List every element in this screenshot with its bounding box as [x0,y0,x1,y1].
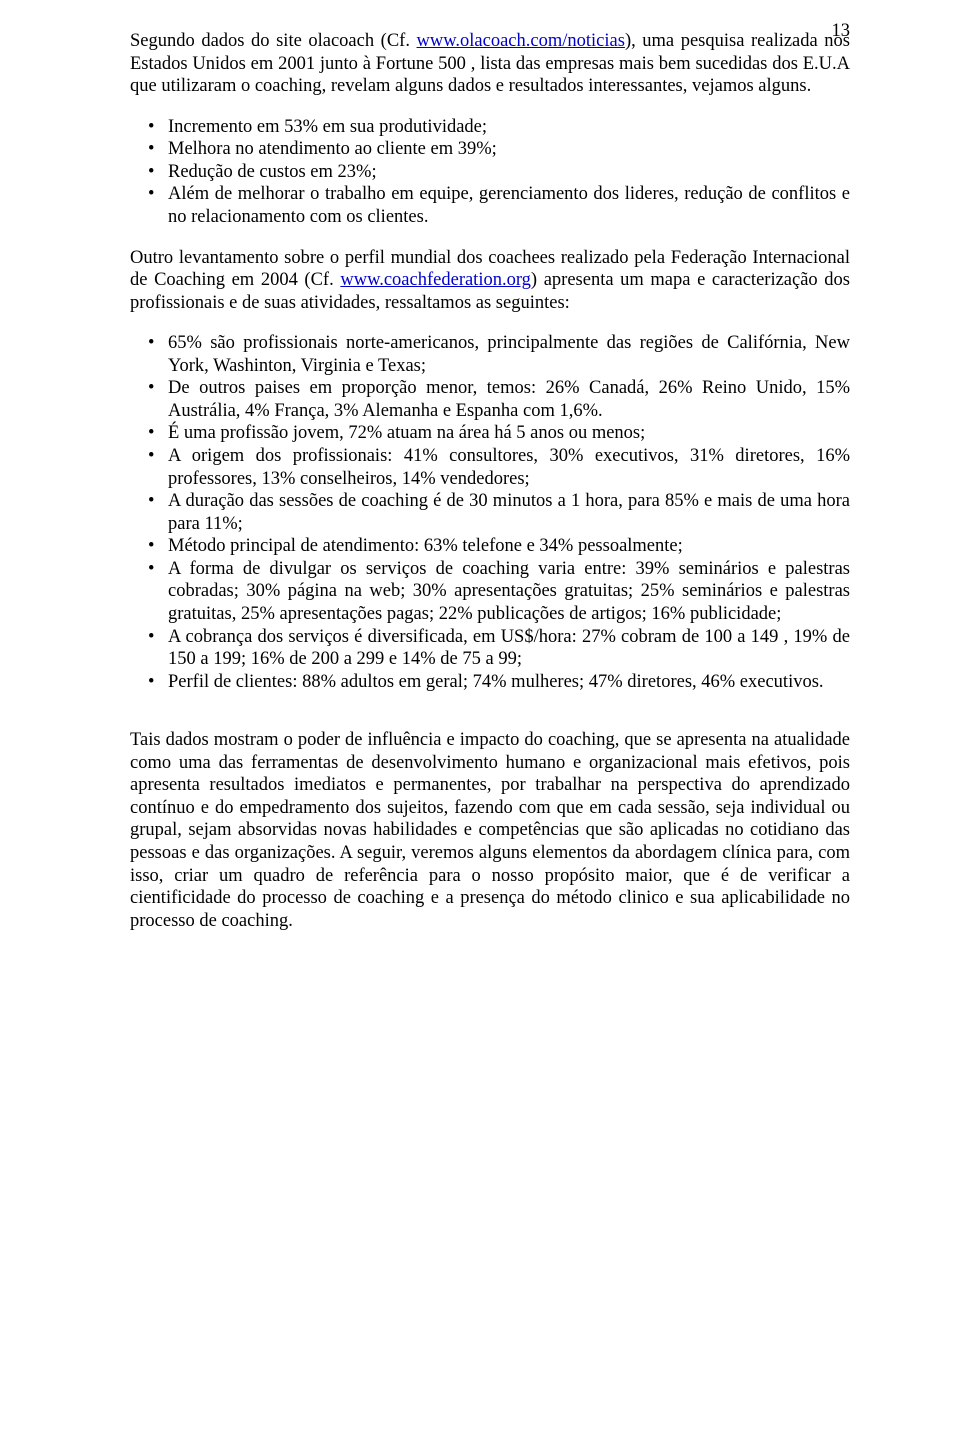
page-number: 13 [832,20,851,43]
closing-paragraph: Tais dados mostram o poder de influência… [130,729,850,932]
list-item: 65% são profissionais norte-americanos, … [130,332,850,377]
list-item: É uma profissão jovem, 72% atuam na área… [130,422,850,445]
bullet-list-2: 65% são profissionais norte-americanos, … [130,332,850,693]
list-item: A forma de divulgar os serviços de coach… [130,558,850,626]
link-olacoach[interactable]: www.olacoach.com/noticias [417,31,625,51]
list-item: Incremento em 53% em sua produtividade; [130,116,850,139]
spacer [130,711,850,729]
intro-pre: Segundo dados do site olacoach (Cf. [130,31,417,51]
bullet-list-1: Incremento em 53% em sua produtividade; … [130,116,850,229]
document-page: 13 Segundo dados do site olacoach (Cf. w… [0,0,960,1444]
link-coachfederation[interactable]: www.coachfederation.org [340,270,531,290]
list-item: Perfil de clientes: 88% adultos em geral… [130,671,850,694]
intro-paragraph: Segundo dados do site olacoach (Cf. www.… [130,30,850,98]
list-item: Redução de custos em 23%; [130,161,850,184]
list-item: A cobrança dos serviços é diversificada,… [130,626,850,671]
list-item: De outros paises em proporção menor, tem… [130,377,850,422]
list-item: A duração das sessões de coaching é de 3… [130,490,850,535]
paragraph-2: Outro levantamento sobre o perfil mundia… [130,247,850,315]
list-item: Método principal de atendimento: 63% tel… [130,535,850,558]
list-item: A origem dos profissionais: 41% consulto… [130,445,850,490]
list-item: Além de melhorar o trabalho em equipe, g… [130,183,850,228]
list-item: Melhora no atendimento ao cliente em 39%… [130,138,850,161]
